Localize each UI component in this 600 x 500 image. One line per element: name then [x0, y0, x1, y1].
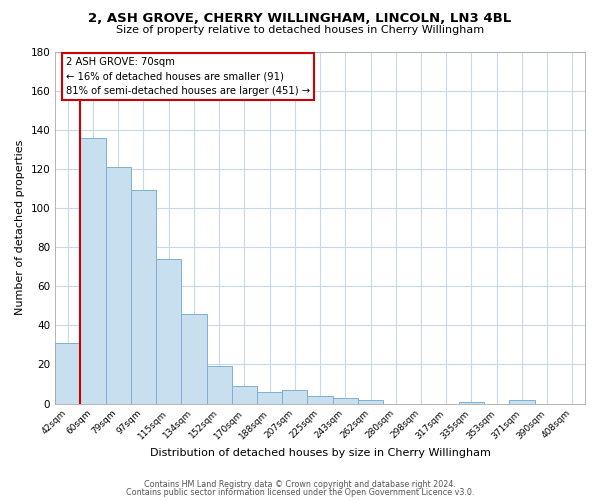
Bar: [332, 398, 358, 404]
Bar: [358, 400, 383, 404]
Text: Contains public sector information licensed under the Open Government Licence v3: Contains public sector information licen…: [126, 488, 474, 497]
Bar: [282, 390, 307, 404]
Bar: [257, 392, 282, 404]
Bar: [206, 366, 232, 404]
Text: 2 ASH GROVE: 70sqm
← 16% of detached houses are smaller (91)
81% of semi-detache: 2 ASH GROVE: 70sqm ← 16% of detached hou…: [66, 57, 310, 96]
Text: 2, ASH GROVE, CHERRY WILLINGHAM, LINCOLN, LN3 4BL: 2, ASH GROVE, CHERRY WILLINGHAM, LINCOLN…: [88, 12, 512, 26]
Bar: [131, 190, 156, 404]
Bar: [181, 314, 206, 404]
Bar: [106, 167, 131, 404]
Bar: [307, 396, 332, 404]
Bar: [509, 400, 535, 404]
Bar: [459, 402, 484, 404]
Bar: [55, 343, 80, 404]
Y-axis label: Number of detached properties: Number of detached properties: [15, 140, 25, 315]
Text: Contains HM Land Registry data © Crown copyright and database right 2024.: Contains HM Land Registry data © Crown c…: [144, 480, 456, 489]
Bar: [156, 259, 181, 404]
X-axis label: Distribution of detached houses by size in Cherry Willingham: Distribution of detached houses by size …: [149, 448, 491, 458]
Bar: [80, 138, 106, 404]
Bar: [232, 386, 257, 404]
Text: Size of property relative to detached houses in Cherry Willingham: Size of property relative to detached ho…: [116, 25, 484, 35]
